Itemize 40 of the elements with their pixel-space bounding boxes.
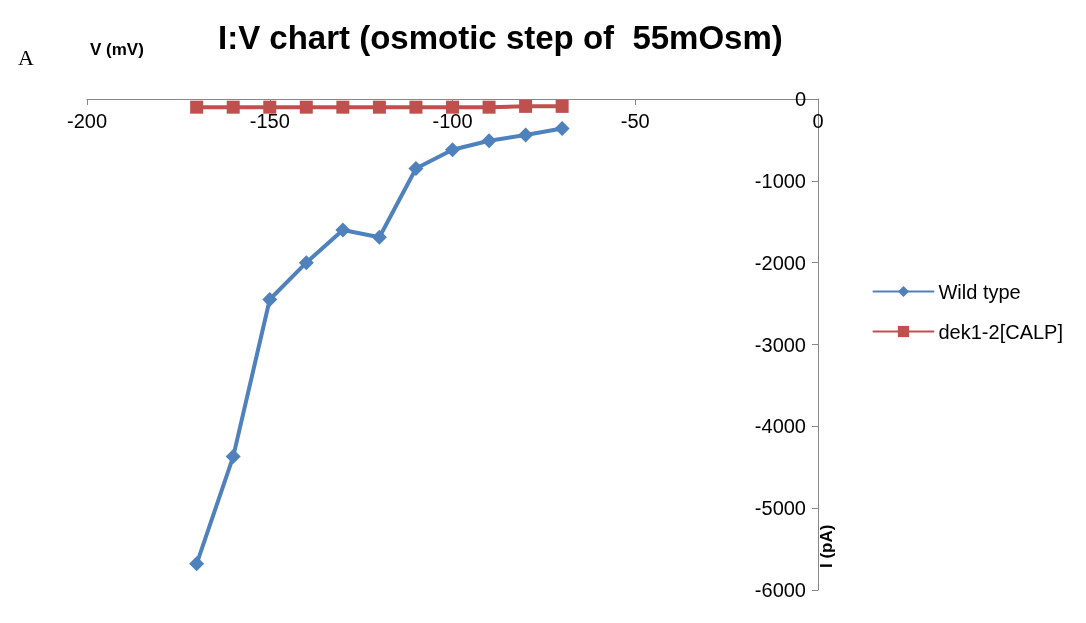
- point: [482, 100, 496, 114]
- legend-label: dek1-2[CALP]: [938, 320, 1063, 343]
- legend-label: Wild type: [938, 280, 1021, 303]
- point: [445, 142, 460, 158]
- x-tick-label: -150: [249, 110, 290, 132]
- x-axis-title: V (mV): [90, 40, 144, 59]
- point: [336, 100, 350, 114]
- point: [408, 161, 424, 177]
- point: [298, 255, 314, 271]
- y-tick-label: 0: [794, 88, 806, 110]
- y-tick-label: -4000: [754, 415, 806, 438]
- point: [189, 556, 205, 572]
- point: [263, 100, 277, 114]
- point: [555, 99, 569, 113]
- point: [299, 100, 313, 114]
- point: [262, 291, 278, 307]
- point: [409, 100, 423, 114]
- x-tick-label: 0: [812, 110, 824, 132]
- point: [481, 133, 497, 149]
- point: [371, 229, 387, 245]
- y-tick-label: -5000: [754, 497, 806, 520]
- x-tick-label: -200: [66, 110, 108, 132]
- y-tick-label: -2000: [754, 251, 806, 274]
- point: [190, 100, 204, 114]
- x-tick-label: -100: [432, 110, 473, 132]
- text: A: [18, 44, 34, 70]
- y-axis-title: I (pA): [817, 524, 836, 568]
- x-tick-label: -50: [620, 110, 650, 132]
- chart-title: I:V chart (osmotic step of 55mOsm): [218, 19, 783, 56]
- y-tick-label: -6000: [754, 579, 806, 601]
- point: [226, 100, 240, 114]
- point: [372, 100, 386, 114]
- y-tick-label: -1000: [754, 169, 806, 192]
- y-tick-label: -3000: [754, 333, 806, 356]
- point: [518, 127, 534, 143]
- point: [554, 120, 570, 136]
- point: [335, 222, 351, 238]
- point: [225, 449, 241, 465]
- point: [446, 100, 459, 114]
- point: [519, 99, 533, 113]
